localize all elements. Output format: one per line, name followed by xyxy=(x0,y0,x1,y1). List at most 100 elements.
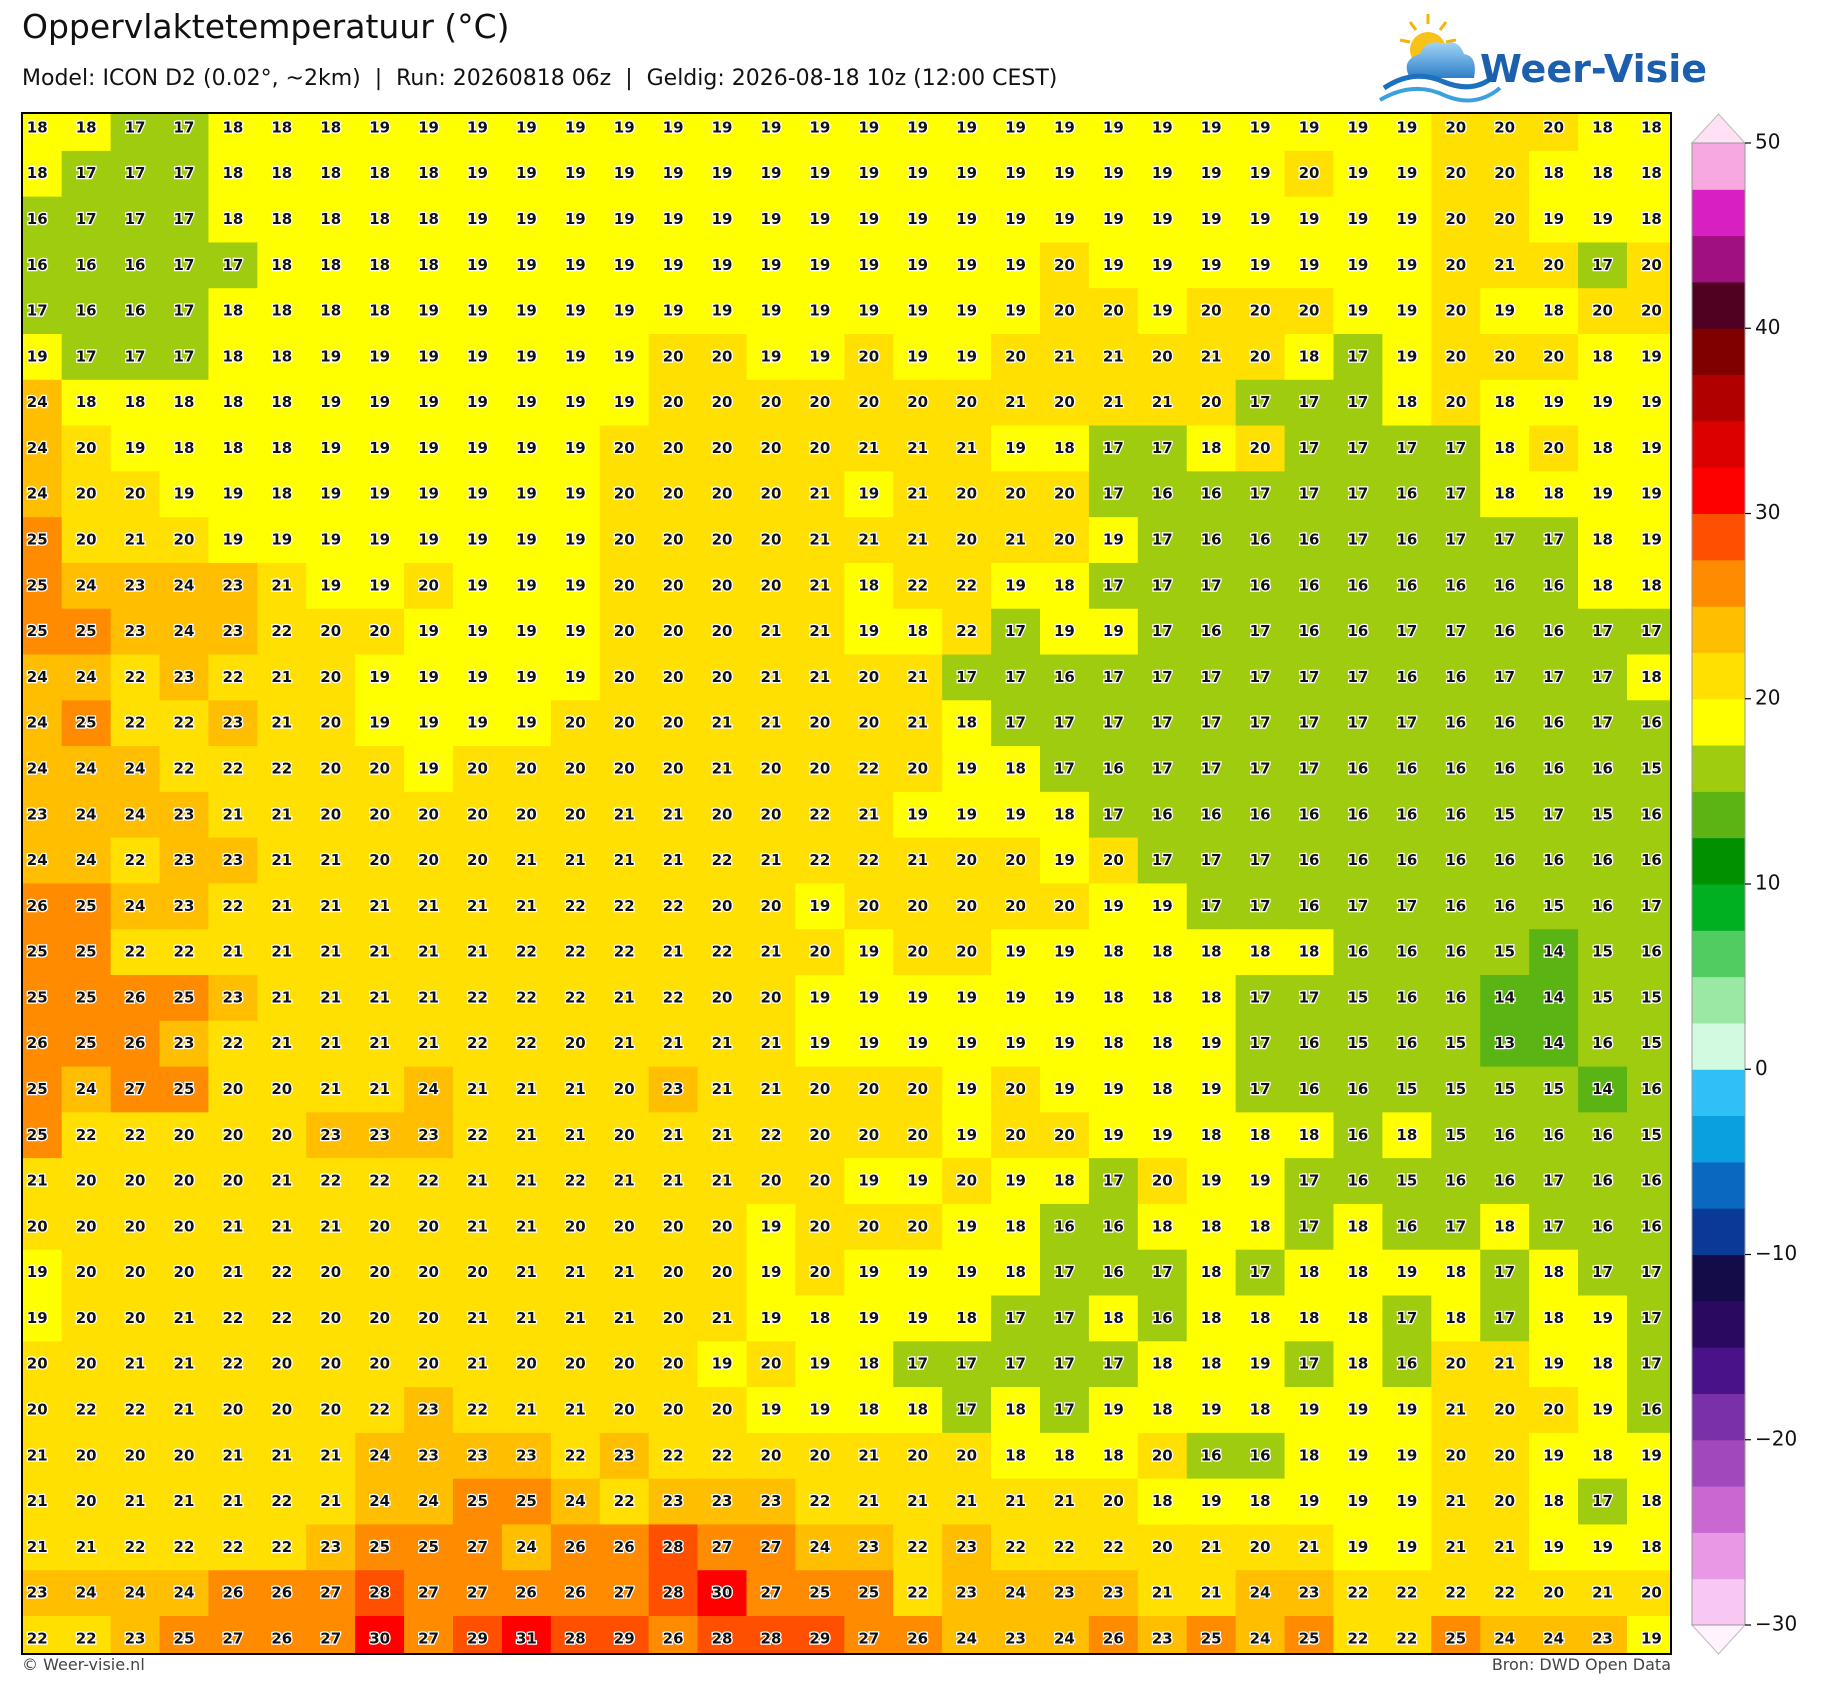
temperature-label: 21 xyxy=(222,943,243,961)
temperature-cell xyxy=(257,700,307,747)
temperature-label: 19 xyxy=(467,668,488,686)
temperature-label: 19 xyxy=(418,118,439,136)
temperature-label: 19 xyxy=(1348,1492,1369,1510)
temperature-label: 16 xyxy=(27,256,48,274)
temperature-cell xyxy=(1529,1341,1579,1388)
temperature-cell xyxy=(991,425,1041,472)
temperature-cell xyxy=(1382,975,1432,1022)
temperature-cell xyxy=(1137,150,1188,198)
temperature-label: 19 xyxy=(1201,1400,1222,1418)
temperature-cell xyxy=(208,113,258,152)
temperature-label: 19 xyxy=(1396,347,1417,365)
temperature-label: 21 xyxy=(712,1034,733,1052)
temperature-cell xyxy=(648,562,699,610)
temperature-label: 18 xyxy=(1299,347,1320,365)
temperature-cell xyxy=(501,791,552,839)
temperature-cell xyxy=(110,150,161,198)
temperature-cell xyxy=(1480,471,1530,518)
temperature-label: 23 xyxy=(467,1446,488,1464)
temperature-label: 21 xyxy=(907,1492,928,1510)
temperature-cell xyxy=(648,1616,699,1654)
temperature-label: 22 xyxy=(1005,1538,1026,1556)
temperature-cell xyxy=(991,1570,1041,1617)
temperature-label: 20 xyxy=(907,1080,928,1098)
temperature-cell xyxy=(1235,654,1286,701)
temperature-cell xyxy=(1235,1249,1286,1297)
temperature-cell xyxy=(599,746,650,793)
temperature-label: 26 xyxy=(614,1538,635,1556)
temperature-cell xyxy=(61,1616,112,1654)
temperature-label: 16 xyxy=(1592,1034,1613,1052)
temperature-cell xyxy=(1333,791,1383,839)
temperature-label: 20 xyxy=(956,1172,977,1190)
temperature-label: 21 xyxy=(614,1263,635,1281)
temperature-label: 19 xyxy=(1494,302,1515,320)
temperature-cell xyxy=(1333,379,1383,427)
temperature-label: 21 xyxy=(125,531,146,549)
temperature-cell xyxy=(599,1432,650,1480)
temperature-label: 18 xyxy=(858,576,879,594)
temperature-label: 20 xyxy=(712,622,733,640)
temperature-cell xyxy=(208,196,258,244)
temperature-cell xyxy=(1578,425,1628,472)
temperature-label: 25 xyxy=(76,622,97,640)
temperature-label: 20 xyxy=(809,759,830,777)
temperature-label: 17 xyxy=(1005,622,1026,640)
temperature-cell xyxy=(1235,562,1286,610)
temperature-cell xyxy=(599,517,650,564)
temperature-label: 19 xyxy=(858,210,879,228)
temperature-label: 21 xyxy=(418,897,439,915)
temperature-label: 21 xyxy=(1103,347,1124,365)
temperature-cell xyxy=(893,1570,943,1617)
temperature-cell xyxy=(61,608,112,656)
temperature-cell xyxy=(1039,1432,1090,1480)
temperature-label: 17 xyxy=(1250,622,1271,640)
temperature-label: 20 xyxy=(125,485,146,503)
temperature-cell xyxy=(1529,746,1579,793)
temperature-cell xyxy=(550,242,601,289)
temperature-label: 20 xyxy=(614,439,635,457)
temperature-cell xyxy=(648,1570,699,1617)
temperature-cell xyxy=(1382,425,1432,472)
temperature-label: 29 xyxy=(614,1629,635,1647)
temperature-label: 19 xyxy=(809,897,830,915)
temperature-cell xyxy=(61,746,112,793)
temperature-label: 21 xyxy=(614,851,635,869)
temperature-cell xyxy=(1480,562,1530,610)
temperature-cell xyxy=(893,288,943,335)
temperature-cell xyxy=(844,1295,894,1342)
temperature-label: 20 xyxy=(809,943,830,961)
temperature-cell xyxy=(746,837,797,885)
temperature-cell xyxy=(1382,288,1432,335)
temperature-cell xyxy=(599,1295,650,1342)
temperature-cell xyxy=(1039,1020,1090,1068)
temperature-label: 20 xyxy=(1543,1400,1564,1418)
temperature-label: 20 xyxy=(712,1400,733,1418)
temperature-cell xyxy=(355,1158,405,1205)
temperature-cell xyxy=(648,1020,699,1068)
temperature-label: 20 xyxy=(907,943,928,961)
temperature-label: 20 xyxy=(1152,1172,1173,1190)
temperature-cell xyxy=(1088,242,1139,289)
temperature-cell xyxy=(1284,1524,1335,1571)
temperature-label: 19 xyxy=(467,393,488,411)
temperature-label: 19 xyxy=(907,1172,928,1190)
temperature-label: 20 xyxy=(1299,164,1320,182)
temperature-label: 17 xyxy=(1201,897,1222,915)
temperature-cell xyxy=(599,837,650,885)
temperature-label: 19 xyxy=(1201,210,1222,228)
temperature-cell xyxy=(355,1570,405,1617)
temperature-cell xyxy=(893,975,943,1022)
temperature-label: 16 xyxy=(1396,531,1417,549)
temperature-label: 24 xyxy=(27,759,48,777)
colorbar-under xyxy=(1690,1624,1747,1655)
temperature-label: 25 xyxy=(76,943,97,961)
temperature-cell xyxy=(1480,791,1530,839)
temperature-label: 15 xyxy=(1641,759,1662,777)
temperature-label: 18 xyxy=(1201,1126,1222,1144)
temperature-cell xyxy=(550,562,601,610)
temperature-cell xyxy=(257,288,307,335)
temperature-label: 16 xyxy=(1348,759,1369,777)
temperature-label: 17 xyxy=(1250,1080,1271,1098)
